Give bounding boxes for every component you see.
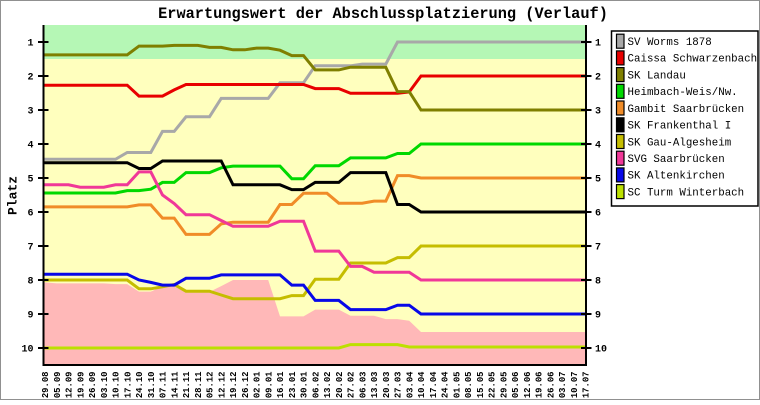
svg-text:17.07: 17.07 xyxy=(582,372,592,399)
svg-text:29.05: 29.05 xyxy=(499,372,509,399)
svg-text:19.09: 19.09 xyxy=(77,372,87,399)
svg-text:SK Gau-Algesheim: SK Gau-Algesheim xyxy=(628,137,732,149)
svg-text:12.09: 12.09 xyxy=(65,372,75,399)
svg-text:17.10: 17.10 xyxy=(123,372,133,399)
svg-text:03.10: 03.10 xyxy=(100,372,110,399)
svg-text:Platz: Platz xyxy=(6,176,21,215)
svg-text:06.03: 06.03 xyxy=(358,372,368,399)
svg-text:Gambit Saarbrücken: Gambit Saarbrücken xyxy=(628,104,745,116)
svg-text:17.04: 17.04 xyxy=(429,371,439,398)
svg-text:Erwartungswert der Abschlusspl: Erwartungswert der Abschlussplatzierung … xyxy=(158,5,608,23)
svg-text:7: 7 xyxy=(27,243,33,254)
svg-text:3: 3 xyxy=(595,107,601,118)
svg-text:10.04: 10.04 xyxy=(417,371,427,398)
svg-text:05.12: 05.12 xyxy=(206,372,216,399)
svg-text:1: 1 xyxy=(595,39,601,50)
svg-text:16.01: 16.01 xyxy=(276,372,286,399)
svg-text:26.06: 26.06 xyxy=(547,372,557,399)
svg-text:SK Altenkirchen: SK Altenkirchen xyxy=(628,171,725,183)
svg-text:12.12: 12.12 xyxy=(217,372,227,399)
svg-text:27.02: 27.02 xyxy=(347,372,357,399)
svg-text:SV Worms 1878: SV Worms 1878 xyxy=(628,37,712,49)
svg-text:7: 7 xyxy=(595,243,601,254)
svg-text:19.12: 19.12 xyxy=(229,372,239,399)
svg-text:27.03: 27.03 xyxy=(394,372,404,399)
svg-text:10: 10 xyxy=(595,345,607,356)
svg-text:SVG Saarbrücken: SVG Saarbrücken xyxy=(628,154,725,166)
svg-text:13.03: 13.03 xyxy=(370,372,380,399)
svg-text:21.11: 21.11 xyxy=(182,372,192,399)
svg-text:SK Landau: SK Landau xyxy=(628,70,686,82)
svg-text:SC Turm Winterbach: SC Turm Winterbach xyxy=(628,187,745,199)
svg-text:02.01: 02.01 xyxy=(253,372,263,399)
svg-text:05.09: 05.09 xyxy=(53,372,63,399)
svg-text:9: 9 xyxy=(27,311,33,322)
svg-text:24.04: 24.04 xyxy=(441,371,451,398)
svg-text:4: 4 xyxy=(595,141,601,152)
svg-text:8: 8 xyxy=(27,277,33,288)
svg-text:8: 8 xyxy=(595,277,601,288)
svg-text:10: 10 xyxy=(21,345,33,356)
svg-text:6: 6 xyxy=(27,209,33,220)
svg-text:05.06: 05.06 xyxy=(511,372,521,399)
svg-text:6: 6 xyxy=(595,209,601,220)
svg-text:2: 2 xyxy=(595,73,601,84)
svg-text:19.06: 19.06 xyxy=(535,372,545,399)
svg-text:SK Frankenthal I: SK Frankenthal I xyxy=(628,121,732,133)
svg-text:07.11: 07.11 xyxy=(159,372,169,399)
svg-text:14.11: 14.11 xyxy=(170,372,180,399)
svg-text:23.01: 23.01 xyxy=(288,372,298,399)
svg-text:Caissa Schwarzenbach: Caissa Schwarzenbach xyxy=(628,54,758,66)
svg-text:12.06: 12.06 xyxy=(523,372,533,399)
svg-text:03.04: 03.04 xyxy=(405,371,415,398)
svg-text:5: 5 xyxy=(595,175,601,186)
svg-text:22.05: 22.05 xyxy=(488,372,498,399)
svg-text:2: 2 xyxy=(27,73,33,84)
svg-text:15.05: 15.05 xyxy=(476,372,486,399)
svg-text:29.08: 29.08 xyxy=(41,372,51,399)
svg-text:1: 1 xyxy=(27,39,33,50)
svg-text:26.09: 26.09 xyxy=(88,372,98,399)
svg-text:5: 5 xyxy=(27,175,33,186)
svg-text:4: 4 xyxy=(27,141,33,152)
svg-text:30.01: 30.01 xyxy=(300,372,310,399)
svg-text:08.05: 08.05 xyxy=(464,372,474,399)
svg-text:28.11: 28.11 xyxy=(194,372,204,399)
svg-text:3: 3 xyxy=(27,107,33,118)
svg-text:13.02: 13.02 xyxy=(323,372,333,399)
svg-text:03.07: 03.07 xyxy=(558,372,568,399)
svg-text:9: 9 xyxy=(595,311,601,322)
svg-text:24.10: 24.10 xyxy=(135,372,145,399)
svg-text:26.12: 26.12 xyxy=(241,372,251,399)
svg-text:06.02: 06.02 xyxy=(311,372,321,399)
svg-text:10.10: 10.10 xyxy=(112,372,122,399)
svg-text:09.01: 09.01 xyxy=(264,372,274,399)
svg-text:Heimbach-Weis/Nw.: Heimbach-Weis/Nw. xyxy=(628,87,738,99)
svg-text:31.10: 31.10 xyxy=(147,372,157,399)
svg-text:20.02: 20.02 xyxy=(335,372,345,399)
svg-text:01.05: 01.05 xyxy=(452,372,462,399)
svg-text:10.07: 10.07 xyxy=(570,372,580,399)
svg-text:20.03: 20.03 xyxy=(382,372,392,399)
